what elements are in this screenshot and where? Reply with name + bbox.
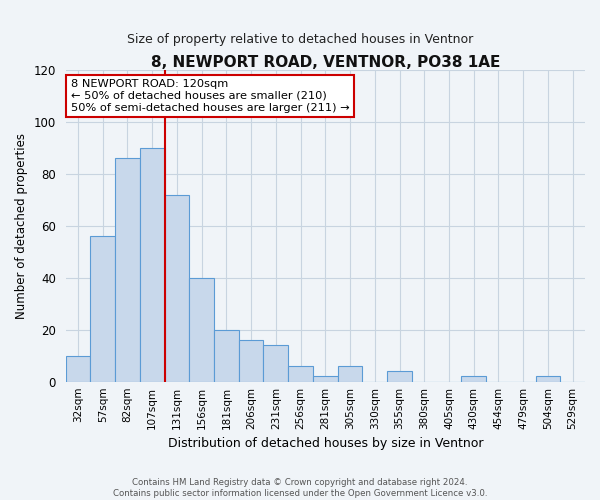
Bar (190, 278, 214, 382)
Bar (313, 376, 338, 382)
Text: Contains HM Land Registry data © Crown copyright and database right 2024.
Contai: Contains HM Land Registry data © Crown c… (113, 478, 487, 498)
Bar (65, 356, 91, 382)
Bar (288, 366, 313, 382)
Bar (214, 330, 239, 382)
Bar (387, 372, 412, 382)
Bar (91, 236, 115, 382)
Bar (536, 376, 560, 382)
Bar (461, 376, 486, 382)
X-axis label: Distribution of detached houses by size in Ventnor: Distribution of detached houses by size … (167, 437, 483, 450)
Bar (140, 148, 164, 382)
Bar (115, 158, 140, 382)
Bar (338, 366, 362, 382)
Bar (239, 340, 263, 382)
Bar (164, 194, 190, 382)
Bar (263, 346, 288, 382)
Title: 8, NEWPORT ROAD, VENTNOR, PO38 1AE: 8, NEWPORT ROAD, VENTNOR, PO38 1AE (151, 55, 500, 70)
Text: Size of property relative to detached houses in Ventnor: Size of property relative to detached ho… (127, 32, 473, 46)
Text: 8 NEWPORT ROAD: 120sqm
← 50% of detached houses are smaller (210)
50% of semi-de: 8 NEWPORT ROAD: 120sqm ← 50% of detached… (71, 80, 349, 112)
Y-axis label: Number of detached properties: Number of detached properties (15, 133, 28, 319)
